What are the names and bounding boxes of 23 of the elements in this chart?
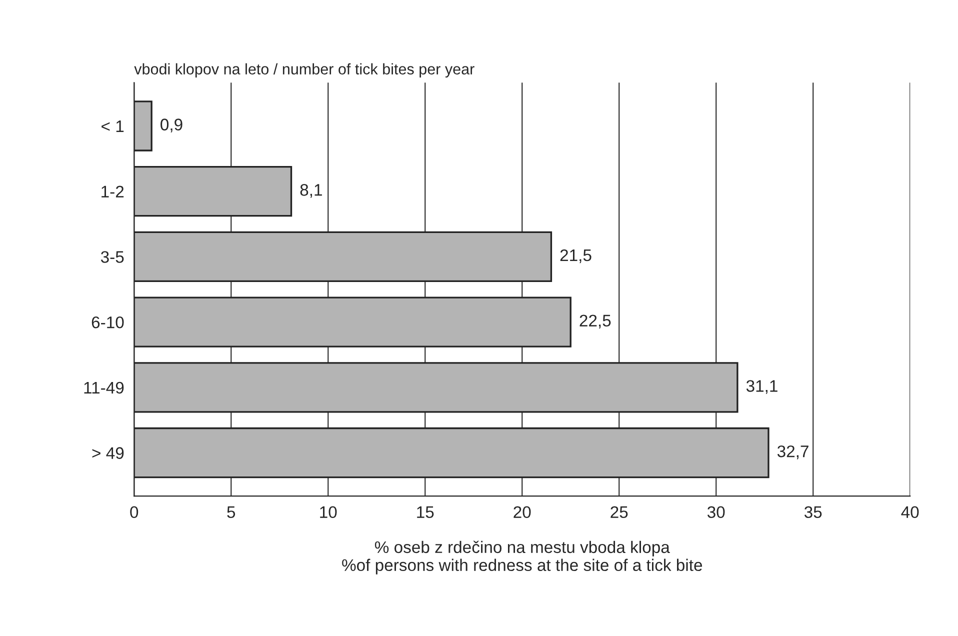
- x-tick-label: 40: [901, 506, 919, 518]
- data-label: 31,1: [746, 380, 778, 394]
- data-label: 8,1: [300, 184, 322, 198]
- x-tick-label: 35: [804, 506, 822, 518]
- y-tick-label: 11-49: [84, 382, 124, 394]
- data-label: 22,5: [580, 314, 611, 329]
- x-axis-title: % oseb z rdečino na mestu vboda klopa %of persons with redness at the site of a tick bite: [342, 540, 702, 574]
- x-tick-label: 0: [130, 506, 138, 518]
- data-label: 32,7: [777, 445, 808, 460]
- y-tick-label: 3-5: [100, 251, 124, 263]
- y-tick-label: 1-2: [102, 186, 124, 198]
- x-tick-label: 25: [610, 506, 628, 518]
- data-label: 21,5: [560, 249, 592, 264]
- x-tick-label: 15: [417, 506, 434, 518]
- chart-title: vbodi klopov na leto / number of tick bites per year: [134, 63, 474, 78]
- x-tick-label: 10: [320, 506, 337, 518]
- x-tick-label: 20: [514, 506, 531, 518]
- y-tick-label: > 49: [92, 447, 124, 459]
- y-tick-label: < 1: [102, 120, 124, 132]
- data-label: 0,9: [160, 118, 182, 132]
- x-tick-label: 30: [707, 506, 725, 518]
- x-tick-label: 5: [227, 506, 236, 518]
- y-tick-label: 6-10: [92, 316, 124, 328]
